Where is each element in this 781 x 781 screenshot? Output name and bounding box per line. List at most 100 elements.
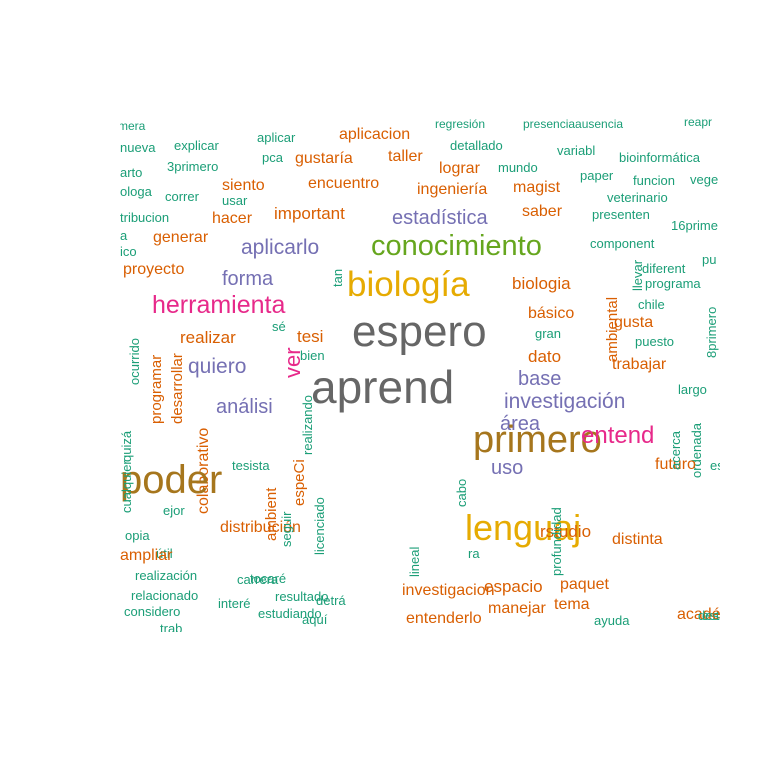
cloud-word: uso bbox=[491, 456, 524, 479]
cloud-word: chile bbox=[638, 297, 665, 313]
cloud-word: acerca bbox=[668, 430, 683, 470]
cloud-word: cualquier bbox=[120, 460, 134, 513]
cloud-word: taller bbox=[388, 147, 423, 165]
cloud-word: bioinformática bbox=[619, 150, 700, 166]
cloud-word: important bbox=[274, 204, 345, 224]
cloud-word: entenderlo bbox=[406, 609, 482, 627]
cloud-word: trabajar bbox=[612, 355, 667, 373]
cloud-word: trab bbox=[160, 621, 183, 632]
cloud-word: bien bbox=[300, 348, 325, 364]
cloud-word: primero bbox=[473, 418, 602, 461]
cloud-word: dato bbox=[528, 347, 562, 367]
cloud-word: manejar bbox=[488, 599, 546, 617]
cloud-word: básico bbox=[528, 304, 575, 322]
cloud-word: usar bbox=[222, 193, 248, 209]
cloud-word: biología bbox=[347, 265, 470, 305]
cloud-word: generar bbox=[153, 228, 209, 246]
cloud-word: siento bbox=[222, 176, 265, 194]
cloud-word: investigacion bbox=[402, 581, 495, 599]
cloud-word: ra bbox=[468, 546, 480, 562]
cloud-word: component bbox=[590, 236, 655, 252]
cloud-word: largo bbox=[678, 382, 707, 398]
cloud-word: realizando bbox=[300, 395, 315, 455]
cloud-word: ico bbox=[120, 244, 137, 260]
cloud-word: diferent bbox=[642, 261, 686, 277]
cloud-word: base bbox=[518, 367, 562, 390]
cloud-word: tema bbox=[554, 595, 590, 613]
cloud-word: explicar bbox=[174, 138, 219, 154]
cloud-word: estadística bbox=[392, 206, 488, 229]
cloud-word: presenten bbox=[592, 207, 650, 223]
cloud-word: aprend bbox=[311, 361, 455, 414]
cloud-word: variabl bbox=[557, 143, 596, 159]
cloud-word: tesi bbox=[297, 327, 324, 347]
cloud-word: estaria bbox=[702, 608, 720, 624]
cloud-word: carrera bbox=[237, 572, 279, 588]
cloud-word: quiero bbox=[188, 354, 247, 378]
cloud-word: distinta bbox=[612, 530, 663, 548]
cloud-word: aquí bbox=[302, 612, 328, 628]
cloud-word: profundidad bbox=[549, 507, 564, 576]
cloud-word: espacio bbox=[484, 577, 543, 597]
cloud-word: relacionado bbox=[131, 588, 199, 604]
cloud-word: puesto bbox=[635, 334, 675, 350]
cloud-word: interé bbox=[218, 596, 251, 612]
cloud-word: estudiant bbox=[710, 458, 720, 474]
cloud-word: investigación bbox=[504, 389, 626, 413]
cloud-word: encuentro bbox=[308, 174, 380, 192]
cloud-word: cabo bbox=[454, 478, 469, 507]
cloud-word: 8primero bbox=[704, 306, 719, 358]
cloud-word: ampliar bbox=[120, 546, 173, 564]
cloud-word: mera bbox=[120, 119, 146, 134]
cloud-word: saber bbox=[522, 202, 563, 220]
cloud-word: académica bbox=[677, 605, 720, 623]
cloud-word: proyecto bbox=[123, 260, 185, 278]
cloud-word: aplicar bbox=[257, 130, 296, 146]
cloud-word: biologia bbox=[512, 274, 571, 294]
cloud-word: ambient bbox=[263, 487, 280, 541]
cloud-word: futuro bbox=[655, 455, 696, 473]
cloud-word: paquet bbox=[560, 575, 609, 593]
cloud-word: tocaré bbox=[250, 571, 287, 587]
cloud-word: gustaría bbox=[295, 149, 353, 167]
cloud-word: nueva bbox=[120, 140, 156, 156]
cloud-word: a bbox=[120, 228, 128, 244]
cloud-word: sé bbox=[272, 319, 286, 335]
cloud-word: lenguaj bbox=[465, 507, 582, 549]
cloud-word: entend bbox=[581, 422, 655, 450]
cloud-word: presenciaausencia bbox=[523, 118, 624, 132]
cloud-word: realizar bbox=[180, 328, 236, 348]
cloud-word: programa bbox=[645, 276, 701, 292]
cloud-word: estudiando bbox=[258, 606, 322, 622]
cloud-word: 3primero bbox=[167, 159, 219, 175]
cloud-word: realización bbox=[135, 568, 198, 584]
cloud-word: correr bbox=[165, 189, 199, 205]
cloud-word: desarrollar bbox=[169, 353, 186, 424]
cloud-word: tan bbox=[330, 268, 345, 287]
cloud-word: forma bbox=[222, 267, 274, 290]
cloud-word: arto bbox=[120, 165, 143, 181]
word-cloud-plot-area: mera explicar aplicar aplicacion regresión pr… bbox=[120, 118, 720, 632]
cloud-word: útil bbox=[156, 546, 173, 562]
cloud-word: gran bbox=[535, 326, 562, 342]
cloud-word: vege bbox=[690, 172, 719, 188]
cloud-word: espero bbox=[352, 306, 487, 356]
cloud-word: tesista bbox=[232, 458, 270, 474]
cloud-word: licenciado bbox=[312, 497, 327, 555]
cloud-word: análisi bbox=[216, 395, 273, 418]
cloud-word: ocurrido bbox=[127, 338, 142, 385]
cloud-word: magist bbox=[513, 178, 561, 196]
cloud-word: considero bbox=[124, 604, 181, 620]
cloud-word: programar bbox=[148, 354, 165, 424]
cloud-word: gusta bbox=[614, 313, 654, 331]
cloud-word: mundo bbox=[498, 160, 538, 176]
cloud-word: hacer bbox=[212, 209, 253, 227]
cloud-word: regresión bbox=[435, 118, 486, 132]
cloud-word: lineal bbox=[407, 546, 422, 577]
cloud-word: detrá bbox=[316, 593, 346, 609]
cloud-word: resultado bbox=[275, 589, 329, 605]
cloud-word: aplicacion bbox=[339, 125, 411, 143]
cloud-word: reapr bbox=[684, 118, 713, 130]
cloud-word: espeCi bbox=[291, 459, 308, 506]
cloud-word: conocimiento bbox=[371, 230, 542, 263]
